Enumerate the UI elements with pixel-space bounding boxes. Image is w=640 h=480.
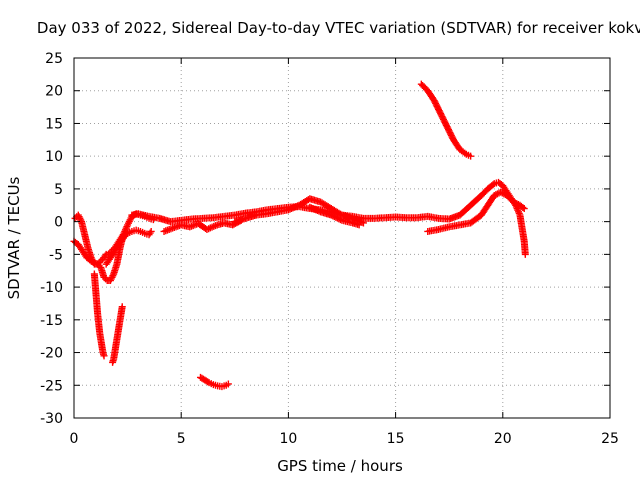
data-point (330, 213, 338, 221)
data-point (146, 229, 154, 237)
data-point (122, 231, 130, 239)
y-tick-label: 0 (54, 215, 63, 231)
y-tick-label: -25 (40, 378, 63, 394)
data-point (118, 303, 126, 311)
data-point (333, 214, 341, 222)
y-tick-label: -15 (40, 313, 63, 329)
series-sat-d (109, 303, 126, 366)
y-axis-label: SDTVAR / TECUs (5, 176, 23, 299)
y-tick-label: 5 (54, 182, 63, 198)
y-tick-label: 15 (45, 116, 63, 132)
axis-ticks: 0 5 10 15 20 25 -30 -25 -20 -15 -10 -5 0 5 10 15 20 25 (40, 51, 619, 447)
data-point (332, 213, 340, 221)
series-sat-j (424, 188, 528, 235)
y-tick-label: -20 (40, 346, 63, 362)
series-sat-k (196, 373, 232, 391)
x-tick-label: 20 (494, 431, 512, 447)
data-point (224, 380, 232, 388)
x-tick-label: 25 (601, 431, 619, 447)
y-tick-label: 10 (45, 149, 63, 165)
x-tick-label: 0 (70, 431, 79, 447)
y-tick-label: 20 (45, 84, 63, 100)
data-point (329, 212, 337, 220)
x-axis-label: GPS time / hours (277, 457, 403, 475)
data-point (461, 149, 469, 157)
y-tick-label: 25 (45, 51, 63, 67)
plot-frame (73, 57, 611, 419)
x-tick-label: 5 (177, 431, 186, 447)
data-point (359, 219, 367, 227)
data-point (100, 273, 108, 281)
data-point (327, 211, 335, 219)
grid-lines (74, 58, 610, 418)
data-point (520, 205, 528, 213)
data-point (467, 152, 475, 160)
data-point (204, 378, 212, 386)
series-sat-e (102, 226, 155, 268)
data-point (519, 203, 527, 211)
y-tick-label: -30 (40, 411, 63, 427)
series-sat-f (128, 178, 529, 258)
data-point (335, 215, 343, 223)
y-tick-label: -5 (49, 247, 63, 263)
data-points (70, 80, 529, 391)
y-tick-label: -10 (40, 280, 63, 296)
series-sat-c (90, 270, 108, 360)
series-sat-i (306, 203, 363, 229)
data-point (336, 216, 344, 224)
data-point (147, 227, 155, 235)
data-point (355, 221, 363, 229)
data-point (521, 250, 529, 258)
x-tick-label: 10 (279, 431, 297, 447)
chart-title: Day 033 of 2022, Sidereal Day-to-day VTE… (37, 19, 640, 37)
x-tick-label: 15 (387, 431, 405, 447)
series-sat-l (417, 80, 475, 160)
data-point (100, 352, 108, 360)
